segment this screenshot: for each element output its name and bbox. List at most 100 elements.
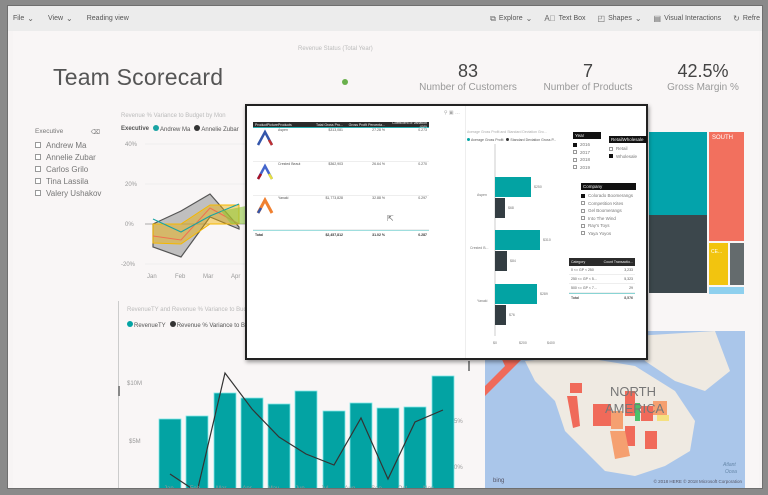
visual-interactions-button[interactable]: ▤ Visual Interactions: [653, 14, 722, 23]
file-menu[interactable]: File ⌄: [13, 14, 34, 23]
focus-mode-icon[interactable]: ▣: [448, 110, 454, 116]
category-count-table: Category Count Transactio... 0 <= GP < 25…: [569, 258, 635, 302]
slicer-item[interactable]: 2019: [573, 164, 601, 172]
svg-text:$10M: $10M: [127, 381, 142, 387]
kpi-gross-margin[interactable]: 42.5% Gross Margin %: [667, 61, 739, 93]
table-header: ProductPicture Products Total Gross Pro.…: [253, 120, 429, 129]
svg-text:$0: $0: [493, 341, 497, 345]
checkbox[interactable]: [35, 154, 41, 160]
slicer-item[interactable]: Carlos Grilo: [35, 163, 101, 175]
resize-handle[interactable]: [468, 361, 470, 371]
slicer-item[interactable]: Valery Ushakov: [35, 187, 101, 199]
svg-text:$250: $250: [534, 185, 542, 189]
checkbox[interactable]: [573, 157, 577, 162]
slicer-item[interactable]: Colorado Boomerangs: [581, 192, 636, 200]
text-box-button[interactable]: A⃞ Text Box: [544, 14, 586, 23]
reading-view-button[interactable]: Reading view: [86, 15, 129, 22]
checkbox[interactable]: [581, 231, 585, 236]
gross-profit-bar-chart[interactable]: Average Gross Profit and Standard Deviat…: [467, 130, 567, 356]
slicer-item[interactable]: Into The Wind: [581, 215, 636, 223]
checkbox[interactable]: [35, 166, 41, 172]
slicer-item[interactable]: 2017: [573, 149, 601, 157]
checkbox[interactable]: [573, 165, 577, 170]
treemap-tile[interactable]: [709, 287, 744, 294]
table-row[interactable]: Yanaki $1,773,828 32.88 % 0.297: [253, 196, 429, 230]
treemap-tile-south[interactable]: SOUTH: [709, 132, 744, 241]
shapes-menu[interactable]: ◰ Shapes ⌄: [597, 14, 642, 23]
treemap-tile-central[interactable]: CE...: [709, 243, 728, 285]
slicer-item[interactable]: 2016: [573, 141, 601, 149]
kpi-customers[interactable]: 83 Number of Customers: [419, 61, 517, 93]
table-row[interactable]: Crested Beaut $362,903 26.64 % 0.270: [253, 162, 429, 196]
checkbox[interactable]: [35, 178, 41, 184]
variance-line-chart[interactable]: Revenue % Variance to Budget by Mon Exec…: [121, 113, 251, 293]
treemap-tile[interactable]: [649, 215, 707, 293]
legend-dot: [194, 125, 201, 131]
table-row[interactable]: 250 <= GP < 5... 5,323: [569, 275, 635, 284]
slicer-item[interactable]: Competition Kites: [581, 200, 636, 208]
region-treemap[interactable]: SOUTH CE...: [649, 132, 749, 294]
svg-text:Ocea: Ocea: [725, 469, 737, 475]
revenue-status-title: Revenue Status (Total Year): [298, 46, 373, 52]
explore-menu[interactable]: ⧉ Explore ⌄: [490, 13, 533, 24]
x-axis-labels: Jan Feb Mar Apr May Jun Jul Aug Sep Oct Nov: [164, 486, 434, 489]
checkbox[interactable]: [35, 190, 41, 196]
revenue-status-indicator: [342, 79, 348, 85]
chevron-down-icon: ⌄: [634, 14, 642, 23]
table-header: Category Count Transactio...: [569, 258, 635, 266]
focus-mode-popup: ⚲ ▣ … ProductPicture Products Total Gros…: [245, 104, 648, 360]
kpi-products[interactable]: 7 Number of Products: [543, 61, 633, 93]
pin-icon[interactable]: ⚲: [443, 110, 448, 116]
view-menu[interactable]: View ⌄: [47, 14, 73, 23]
slicer-item[interactable]: Tina Lassila: [35, 175, 101, 187]
app-window: File ⌄ View ⌄ Reading view ⧉ Explore ⌄ A⃞ Tex…: [7, 5, 763, 489]
shapes-icon: ◰: [597, 14, 606, 23]
svg-text:20%: 20%: [125, 182, 138, 188]
boomerang-image-icon: [253, 196, 278, 229]
slicer-item[interactable]: Annelie Zubar: [35, 151, 101, 163]
table-row[interactable]: 500 <= GP < 7... 29: [569, 284, 635, 293]
slicer-item[interactable]: 2018: [573, 156, 601, 164]
checkbox[interactable]: [609, 146, 613, 151]
refresh-button[interactable]: ↻ Refre: [733, 14, 760, 23]
slicer-item[interactable]: Yaya Yoyos: [581, 230, 636, 238]
refresh-icon: ↻: [733, 14, 740, 23]
svg-text:$200: $200: [519, 341, 527, 345]
map-copyright: © 2018 HERE © 2018 Microsoft Corporation: [653, 479, 742, 484]
slicer-item[interactable]: Andrew Ma: [35, 139, 101, 151]
checkbox[interactable]: [581, 223, 585, 228]
bar-chart-plot: Aspen Crested B... Yanaki $0 $200 $400 $250 $…: [470, 144, 555, 345]
svg-text:Apr: Apr: [231, 274, 240, 280]
treemap-tile[interactable]: [730, 243, 744, 285]
year-slicer: Year 2016 2017 2018 2019: [573, 132, 601, 171]
slicer-item[interactable]: Gel Boomerangs: [581, 207, 636, 215]
svg-text:$68: $68: [508, 206, 514, 210]
resize-handle[interactable]: [118, 386, 120, 396]
svg-text:$400: $400: [547, 341, 555, 345]
product-table: ProductPicture Products Total Gross Pro.…: [253, 120, 429, 238]
legend-dot: [127, 321, 133, 327]
checkbox-checked[interactable]: [581, 193, 585, 198]
eraser-icon[interactable]: ⌫: [90, 129, 100, 136]
slicer-item[interactable]: Wholesale: [609, 153, 647, 161]
more-options-icon[interactable]: …: [455, 110, 460, 116]
checkbox[interactable]: [573, 150, 577, 155]
table-row[interactable]: 0 <= GP < 250 3,233: [569, 266, 635, 275]
table-row[interactable]: Aspen $313,081 27.28 % 0.273: [253, 128, 429, 162]
checkbox[interactable]: [581, 201, 585, 206]
combo-chart-plot: $10M$5M$0M 5%0%-5%: [127, 371, 463, 488]
svg-text:40%: 40%: [125, 142, 138, 148]
checkbox-checked[interactable]: [573, 142, 577, 147]
checkbox[interactable]: [581, 208, 585, 213]
checkbox[interactable]: [35, 142, 41, 148]
chevron-down-icon: ⌄: [27, 14, 34, 23]
treemap-tile[interactable]: [649, 132, 707, 215]
line-chart-plot: 40% 20% 0% -20% Jan Feb Mar Apr: [121, 142, 251, 280]
table-total-row: Total 8,576: [569, 293, 635, 302]
legend-dot: [153, 125, 160, 131]
checkbox[interactable]: [581, 216, 585, 221]
slicer-item[interactable]: Ray's Toys: [581, 222, 636, 230]
slicer-item[interactable]: Retail: [609, 145, 647, 153]
revenue-combo-chart[interactable]: RevenueTY and Revenue % Variance to Bud …: [118, 301, 468, 489]
checkbox-checked[interactable]: [609, 154, 613, 159]
